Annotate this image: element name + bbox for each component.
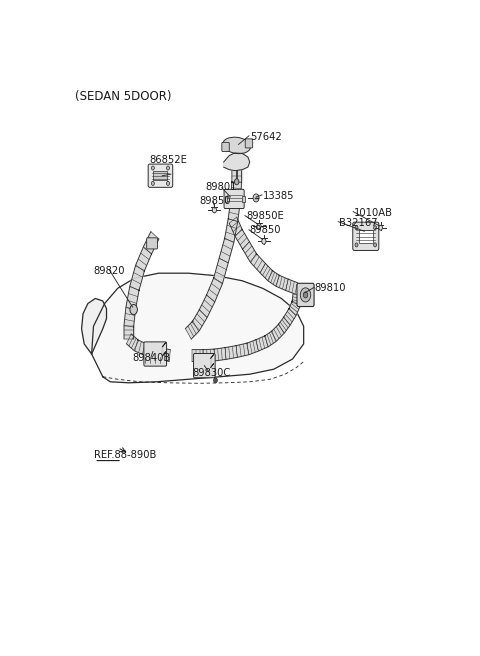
Polygon shape [92,273,304,383]
Circle shape [212,207,216,213]
Text: B32167: B32167 [339,218,378,228]
Text: (SEDAN 5DOOR): (SEDAN 5DOOR) [75,90,171,103]
Polygon shape [206,277,222,302]
Circle shape [130,304,137,315]
Polygon shape [228,199,240,221]
Polygon shape [256,336,268,351]
Polygon shape [135,340,149,356]
Ellipse shape [223,137,251,154]
Polygon shape [126,334,139,350]
Polygon shape [82,298,107,354]
FancyBboxPatch shape [148,164,173,188]
Polygon shape [130,266,144,291]
Polygon shape [276,275,288,291]
Polygon shape [192,350,203,361]
Polygon shape [260,264,273,281]
Circle shape [214,378,217,383]
Polygon shape [235,229,250,249]
Circle shape [151,166,155,170]
Polygon shape [242,241,257,262]
FancyBboxPatch shape [224,190,244,209]
Polygon shape [289,300,300,315]
FancyBboxPatch shape [353,222,379,251]
FancyBboxPatch shape [225,196,227,202]
Circle shape [253,194,259,202]
Text: 13385: 13385 [263,191,294,201]
Circle shape [303,292,308,298]
Polygon shape [163,342,166,356]
Circle shape [257,224,261,229]
Polygon shape [247,340,258,355]
Polygon shape [144,232,159,254]
FancyBboxPatch shape [144,342,167,366]
Polygon shape [126,287,139,310]
Polygon shape [264,331,276,346]
Circle shape [373,226,377,230]
Text: 89840B: 89840B [132,352,171,363]
Circle shape [355,243,358,247]
Text: 89801: 89801 [205,182,237,192]
Text: 89850: 89850 [200,196,231,206]
Polygon shape [124,326,133,339]
Text: 86852E: 86852E [149,155,187,165]
Polygon shape [185,321,199,339]
Polygon shape [236,343,249,358]
Text: 89850: 89850 [250,225,281,236]
Polygon shape [211,354,214,367]
Polygon shape [203,349,215,361]
FancyBboxPatch shape [359,230,372,243]
Circle shape [355,226,358,230]
Text: 89830C: 89830C [192,368,230,378]
Text: 1010AB: 1010AB [354,207,393,218]
Text: 89820: 89820 [94,266,125,276]
Polygon shape [251,253,265,273]
Polygon shape [268,270,279,286]
Polygon shape [214,258,228,283]
Polygon shape [192,310,207,331]
Polygon shape [232,165,241,182]
Circle shape [262,239,266,244]
Polygon shape [225,218,238,242]
Polygon shape [219,238,234,263]
Polygon shape [158,348,170,361]
Polygon shape [278,317,290,333]
Circle shape [300,288,311,302]
Polygon shape [292,294,301,304]
Text: 89850E: 89850E [246,211,284,221]
FancyBboxPatch shape [242,196,244,202]
Text: REF.88-890B: REF.88-890B [94,449,156,460]
Polygon shape [136,247,152,272]
Circle shape [234,178,239,185]
FancyBboxPatch shape [222,142,229,152]
FancyBboxPatch shape [245,139,252,148]
FancyBboxPatch shape [193,354,215,378]
Polygon shape [284,308,296,325]
Text: 57642: 57642 [250,132,281,142]
Polygon shape [146,344,159,359]
Polygon shape [231,182,241,201]
Polygon shape [124,308,135,327]
Polygon shape [199,295,215,318]
Polygon shape [225,346,237,359]
Circle shape [151,181,155,186]
Polygon shape [214,348,226,361]
Polygon shape [286,279,298,294]
Polygon shape [224,153,250,171]
Circle shape [373,243,377,247]
FancyBboxPatch shape [147,238,157,249]
Circle shape [167,181,169,186]
Circle shape [379,225,383,230]
FancyBboxPatch shape [154,171,168,180]
Polygon shape [229,217,242,236]
Polygon shape [271,324,284,341]
Text: 89810: 89810 [315,283,347,293]
FancyBboxPatch shape [297,283,314,306]
Circle shape [167,166,169,170]
